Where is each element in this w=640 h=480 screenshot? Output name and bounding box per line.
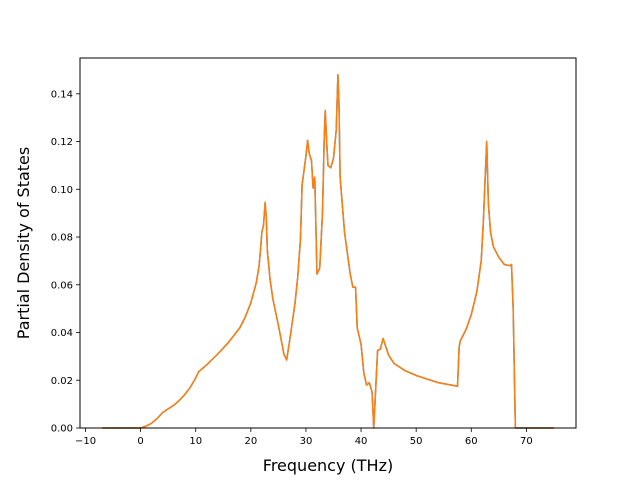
series-line-2 (102, 73, 554, 429)
y-tick-label: 0.04 (51, 328, 73, 339)
series-layer (102, 73, 554, 429)
x-tick-label: 0 (137, 436, 143, 447)
x-tick-label: 70 (520, 436, 533, 447)
series-line-1 (102, 73, 554, 429)
y-axis-ticks: 0.00 0.02 0.04 0.06 0.08 0.10 0.12 0.14 (51, 89, 80, 435)
y-axis-label: Partial Density of States (14, 147, 33, 339)
y-tick-label: 0.08 (51, 233, 73, 244)
x-tick-label: −10 (75, 436, 96, 447)
x-tick-label: 10 (189, 436, 202, 447)
y-tick-label: 0.14 (51, 89, 73, 100)
x-tick-label: 40 (355, 436, 368, 447)
x-tick-label: 30 (300, 436, 313, 447)
plot-frame (79, 57, 577, 429)
y-tick-label: 0.00 (51, 424, 73, 435)
y-tick-label: 0.06 (51, 280, 73, 291)
x-axis-label: Frequency (THz) (263, 456, 393, 475)
x-axis-ticks: −10 0 10 20 30 40 50 60 70 (75, 428, 533, 447)
x-tick-label: 50 (410, 436, 423, 447)
x-tick-label: 60 (465, 436, 478, 447)
x-tick-label: 20 (244, 436, 257, 447)
y-tick-label: 0.02 (51, 376, 73, 387)
y-tick-label: 0.12 (51, 137, 73, 148)
y-tick-label: 0.10 (51, 185, 73, 196)
